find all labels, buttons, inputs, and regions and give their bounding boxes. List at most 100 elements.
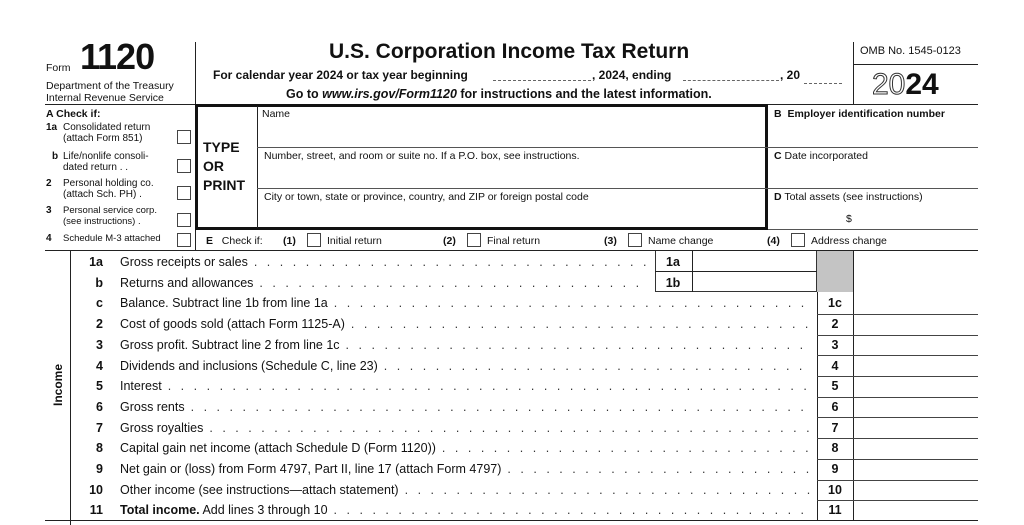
- line-label-text: Dividends and inclusions (Schedule C, li…: [120, 358, 378, 373]
- check-a-label: Life/nonlife consoli-: [63, 151, 149, 162]
- line-label-text: Gross royalties: [120, 420, 204, 435]
- check-a-num: 1a: [46, 122, 58, 133]
- income-line: 10 Other income (see instructions—attach…: [72, 483, 810, 501]
- line-number: 9: [96, 462, 103, 476]
- type-or-print-label: TYPE OR PRINT: [203, 138, 245, 195]
- street-label: Number, street, and room or suite no. If…: [264, 150, 580, 162]
- line-box-label: 2: [831, 317, 839, 332]
- name-address-box: [195, 104, 768, 230]
- line-box-label: 10: [828, 482, 842, 497]
- line-number: c: [96, 296, 103, 311]
- check-e-label: E Check if:: [206, 235, 263, 247]
- income-line: b Returns and allowances ...............…: [72, 276, 648, 294]
- check-e-checkbox[interactable]: [307, 233, 321, 247]
- income-line: 5 Interest .............................…: [72, 379, 810, 397]
- line-label: Interest: [120, 379, 168, 394]
- line-box-label: 11: [828, 503, 842, 518]
- check-e-checkbox[interactable]: [791, 233, 805, 247]
- line-10-amount-input[interactable]: [855, 481, 978, 501]
- city-input[interactable]: [260, 204, 765, 227]
- total-assets-input[interactable]: [856, 208, 976, 228]
- income-line: 6 Gross rents ..........................…: [72, 400, 810, 418]
- check-a-title: A Check if:: [46, 108, 101, 120]
- leader-dots: ........................................…: [167, 379, 810, 394]
- instructions-line: Go to www.irs.gov/Form1120 for instructi…: [286, 87, 712, 102]
- currency-symbol: $: [846, 213, 852, 225]
- check-e-num: (3): [604, 235, 617, 247]
- line-3-amount-input[interactable]: [855, 336, 978, 356]
- leader-dots: ........................................…: [259, 275, 648, 290]
- line-number: 1a: [89, 255, 103, 269]
- line-1b-input[interactable]: [694, 275, 815, 294]
- check-e-option-label: Address change: [811, 235, 887, 247]
- check-e-checkbox[interactable]: [467, 233, 481, 247]
- irs-link[interactable]: www.irs.gov/Form1120: [322, 87, 457, 101]
- year-outline: 20: [871, 68, 906, 102]
- city-label: City or town, state or province, country…: [264, 191, 589, 203]
- line-8-amount-input[interactable]: [855, 439, 978, 459]
- line-4-amount-input[interactable]: [855, 357, 978, 377]
- line-box-label: 4: [831, 358, 839, 373]
- line-number: 11: [89, 503, 103, 518]
- leader-dots: ........................................…: [441, 441, 810, 456]
- leader-dots: ........................................…: [333, 503, 810, 518]
- name-input[interactable]: [260, 122, 765, 146]
- line-label-text: Add lines 3 through 10: [202, 503, 328, 518]
- tax-year-end-field[interactable]: [683, 80, 779, 81]
- line-7-amount-input[interactable]: [855, 419, 978, 439]
- check-e-option-label: Final return: [487, 235, 541, 247]
- line-label: Gross profit. Subtract line 2 from line …: [120, 338, 346, 353]
- check-a-label: Schedule M-3 attached: [63, 233, 161, 244]
- line-number: 2: [96, 317, 103, 332]
- line-2-amount-input[interactable]: [855, 315, 978, 335]
- income-line: c Balance. Subtract line 1b from line 1a…: [72, 296, 810, 314]
- check-a-checkbox[interactable]: [177, 213, 191, 227]
- line-label-text: Returns and allowances: [120, 275, 254, 290]
- check-e-checkbox[interactable]: [628, 233, 642, 247]
- leader-dots: ........................................…: [345, 337, 810, 352]
- check-a-num: 3: [46, 205, 52, 216]
- line-5-amount-input[interactable]: [855, 377, 978, 397]
- line-9-amount-input[interactable]: [855, 460, 978, 480]
- form-title: U.S. Corporation Income Tax Return: [329, 40, 690, 63]
- line-box-label: 1a: [666, 255, 680, 269]
- line-box-label: 6: [831, 399, 839, 414]
- tax-year-begin-field[interactable]: [493, 80, 591, 81]
- line-1c-amount-input[interactable]: [855, 294, 978, 314]
- check-a-label-2: (attach Form 851): [63, 133, 143, 144]
- tax-year-end-year-field[interactable]: [804, 83, 842, 84]
- name-label: Name: [262, 108, 291, 120]
- form-prefix: Form: [46, 62, 71, 74]
- line-label: Net gain or (loss) from Form 4797, Part …: [120, 462, 507, 477]
- street-input[interactable]: [260, 163, 765, 187]
- line-box-label: 1b: [665, 275, 681, 290]
- leader-dots: ........................................…: [404, 482, 810, 497]
- income-line: 8 Capital gain net income (attach Schedu…: [72, 441, 810, 459]
- check-a-label: Consolidated return: [63, 122, 151, 133]
- income-line: 3 Gross profit. Subtract line 2 from lin…: [72, 338, 810, 356]
- check-a-label-2: (see instructions) .: [63, 216, 141, 227]
- line-label-text: Cost of goods sold (attach Form 1125-A): [120, 317, 345, 332]
- leader-dots: ........................................…: [350, 317, 810, 332]
- line-label: Dividends and inclusions (Schedule C, li…: [120, 359, 384, 374]
- date-incorporated-input[interactable]: [772, 163, 977, 187]
- check-a-checkbox[interactable]: [177, 130, 191, 144]
- line-box-label: 7: [831, 420, 839, 435]
- check-a-num: 2: [46, 178, 52, 189]
- check-e-num: (4): [767, 235, 780, 247]
- line-11-amount-input[interactable]: [855, 501, 978, 521]
- line-6-amount-input[interactable]: [855, 398, 978, 418]
- line-1a-input[interactable]: [694, 254, 815, 273]
- check-a-num: 4: [46, 233, 52, 244]
- income-section-label: Income: [51, 363, 66, 407]
- check-a-checkbox[interactable]: [177, 186, 191, 200]
- print-label: PRINT: [203, 177, 245, 193]
- line-number: 10: [89, 482, 103, 497]
- ein-input[interactable]: [772, 122, 977, 146]
- line-label: Gross royalties: [120, 421, 209, 436]
- check-a-num: b: [52, 151, 59, 162]
- income-line: 7 Gross royalties ......................…: [72, 421, 810, 439]
- check-a-checkbox[interactable]: [177, 233, 191, 247]
- check-a-checkbox[interactable]: [177, 159, 191, 173]
- line-label-text: Interest: [120, 379, 162, 394]
